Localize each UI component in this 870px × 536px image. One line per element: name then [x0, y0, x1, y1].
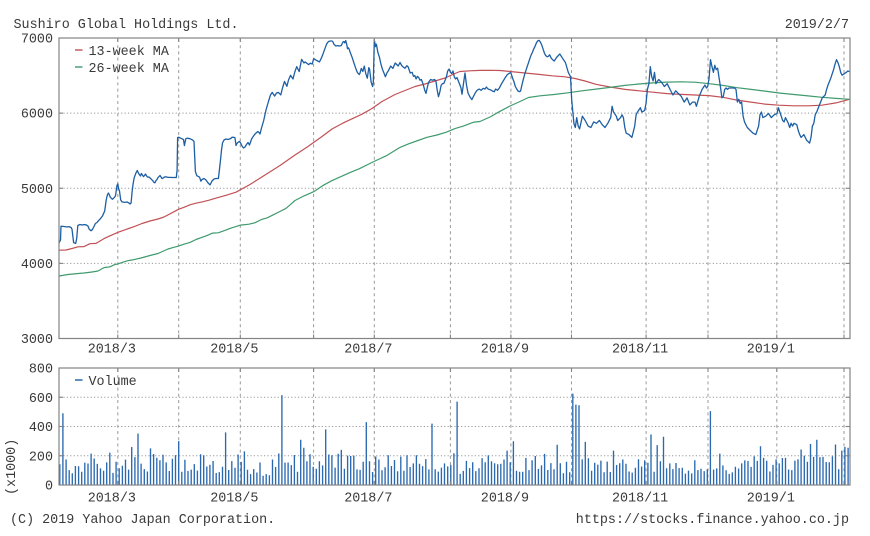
svg-text:2019/1: 2019/1 [747, 492, 795, 507]
svg-text:Sushiro Global Holdings Ltd.: Sushiro Global Holdings Ltd. [14, 18, 239, 33]
svg-text:2018/11: 2018/11 [612, 492, 668, 507]
svg-text:(C) 2019 Yahoo Japan Corporati: (C) 2019 Yahoo Japan Corporation. [10, 513, 275, 528]
svg-text:13-week MA: 13-week MA [89, 45, 170, 60]
svg-text:5000: 5000 [21, 183, 53, 198]
svg-text:7000: 7000 [21, 33, 53, 48]
svg-text:0: 0 [45, 480, 53, 495]
svg-text:3000: 3000 [21, 333, 53, 348]
svg-text:400: 400 [29, 421, 53, 436]
svg-text:2018/11: 2018/11 [612, 343, 668, 358]
svg-text:2018/5: 2018/5 [210, 343, 258, 358]
svg-text:2018/7: 2018/7 [344, 492, 392, 507]
svg-text:800: 800 [29, 363, 53, 378]
svg-text:2018/9: 2018/9 [481, 343, 529, 358]
svg-text:2019/1: 2019/1 [747, 343, 795, 358]
svg-text:2018/7: 2018/7 [344, 343, 392, 358]
svg-text:2019/2/7: 2019/2/7 [785, 18, 849, 33]
svg-text:2018/9: 2018/9 [481, 492, 529, 507]
svg-text:2018/3: 2018/3 [88, 492, 136, 507]
svg-text:26-week MA: 26-week MA [89, 62, 170, 77]
svg-text:200: 200 [29, 450, 53, 465]
svg-text:2018/3: 2018/3 [88, 343, 136, 358]
svg-text:(x1000): (x1000) [5, 439, 20, 495]
svg-text:6000: 6000 [21, 108, 53, 123]
svg-text:https://stocks.finance.yahoo.c: https://stocks.finance.yahoo.co.jp [576, 513, 849, 528]
svg-text:4000: 4000 [21, 258, 53, 273]
svg-text:2018/5: 2018/5 [210, 492, 258, 507]
svg-text:Volume: Volume [89, 375, 137, 390]
svg-text:600: 600 [29, 392, 53, 407]
